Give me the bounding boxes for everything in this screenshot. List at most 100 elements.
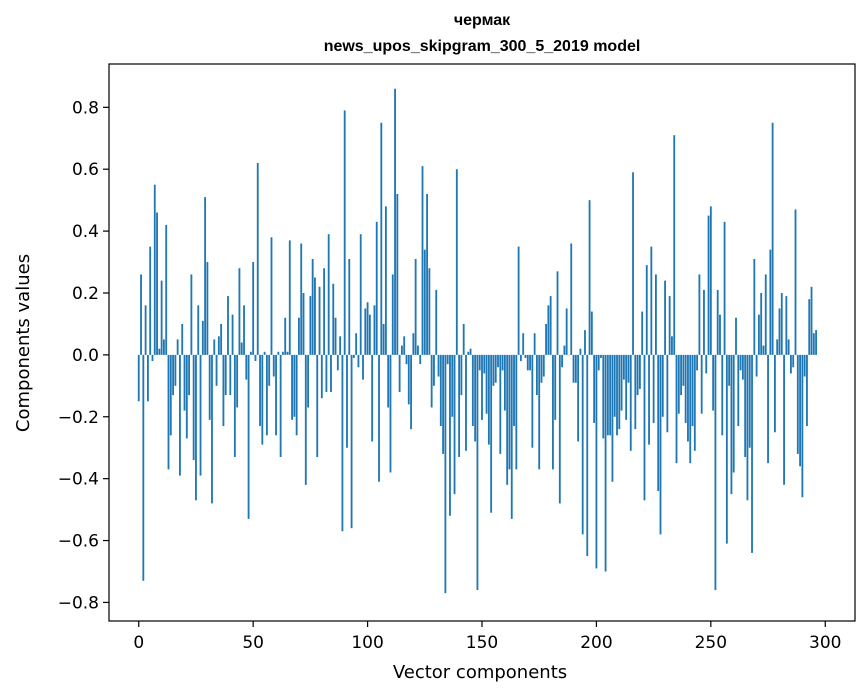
bar-289 (799, 354, 801, 467)
bar-278 (773, 354, 776, 433)
bar-178 (545, 323, 547, 355)
bar-283 (785, 296, 788, 355)
bar-56 (265, 354, 268, 436)
bar-88 (339, 336, 342, 355)
bar-233 (671, 336, 673, 355)
bar-27 (199, 354, 202, 476)
bar-282 (783, 354, 785, 485)
bar-257 (725, 354, 728, 544)
bar-15 (172, 354, 174, 396)
bar-191 (574, 354, 577, 383)
bar-103 (373, 305, 376, 355)
bar-193 (579, 348, 582, 355)
bar-123 (419, 354, 422, 365)
bar-49 (249, 351, 252, 355)
bar-261 (735, 317, 737, 355)
bar-154 (490, 354, 493, 513)
bar-89 (341, 354, 344, 532)
bar-39 (227, 296, 229, 355)
bar-252 (714, 354, 717, 591)
bar-85 (332, 283, 335, 355)
bar-87 (336, 354, 339, 371)
bar-254 (719, 314, 721, 355)
bar-68 (293, 354, 296, 417)
bar-291 (803, 354, 806, 377)
bar-148 (476, 354, 479, 591)
bar-137 (451, 354, 454, 417)
bar-86 (334, 317, 337, 355)
bar-271 (757, 314, 760, 355)
bar-262 (737, 354, 740, 427)
bar-129 (433, 354, 435, 386)
bar-92 (348, 258, 351, 355)
bar-96 (357, 354, 360, 368)
bar-22 (188, 354, 191, 396)
bar-198 (590, 311, 593, 355)
bar-223 (648, 354, 650, 445)
bar-290 (801, 354, 804, 498)
bar-4 (146, 354, 149, 402)
bar-55 (263, 351, 266, 355)
bar-72 (302, 292, 305, 355)
bar-74 (307, 354, 309, 408)
bar-9 (158, 348, 161, 355)
bar-190 (572, 354, 575, 383)
x-tick-label: 150 (466, 633, 498, 653)
bar-242 (691, 354, 694, 427)
bar-16 (174, 354, 177, 386)
bar-64 (284, 317, 287, 355)
y-tick-label: 0.0 (72, 346, 99, 366)
bar-125 (423, 249, 426, 355)
bar-128 (430, 354, 433, 408)
bar-38 (224, 354, 227, 396)
bar-18 (179, 354, 181, 476)
bar-208 (613, 354, 616, 417)
bar-292 (806, 354, 808, 427)
y-tick-label: −0.6 (58, 532, 99, 552)
bar-120 (412, 333, 415, 355)
bar-140 (458, 354, 461, 457)
bar-8 (156, 212, 158, 355)
bar-144 (467, 351, 470, 355)
bar-221 (643, 354, 646, 501)
bar-151 (483, 354, 486, 374)
bar-227 (657, 354, 660, 492)
bar-295 (812, 333, 815, 355)
bar-279 (776, 339, 779, 355)
bar-166 (517, 246, 520, 355)
bar-13 (167, 354, 170, 470)
bar-171 (529, 354, 531, 371)
bar-184 (558, 354, 561, 504)
bar-199 (593, 354, 596, 423)
chart-subtitle: news_upos_skipgram_300_5_2019 model (324, 38, 641, 55)
bar-251 (712, 354, 715, 411)
bar-143 (465, 354, 467, 451)
bar-224 (650, 246, 653, 355)
y-tick-label: 0.6 (72, 160, 99, 180)
bar-164 (513, 354, 515, 427)
bar-146 (471, 354, 474, 427)
bar-195 (584, 330, 586, 355)
bars-group (137, 88, 818, 594)
bar-80 (320, 354, 323, 399)
x-axis-label: Vector components (393, 662, 567, 683)
bar-260 (732, 354, 735, 473)
bar-174 (536, 354, 538, 396)
bar-34 (215, 354, 218, 386)
bar-107 (382, 323, 385, 355)
bar-69 (295, 354, 298, 436)
bar-205 (606, 354, 609, 436)
bar-43 (236, 354, 239, 408)
bar-78 (316, 354, 319, 457)
bar-245 (698, 274, 701, 355)
bar-121 (414, 258, 417, 355)
bar-112 (394, 88, 396, 355)
bar-138 (453, 354, 456, 495)
bar-94 (352, 354, 355, 358)
bar-170 (526, 354, 529, 371)
bar-256 (723, 221, 726, 355)
bar-50 (252, 262, 255, 355)
bar-243 (693, 354, 696, 451)
bar-59 (272, 354, 275, 377)
bar-62 (279, 354, 282, 457)
